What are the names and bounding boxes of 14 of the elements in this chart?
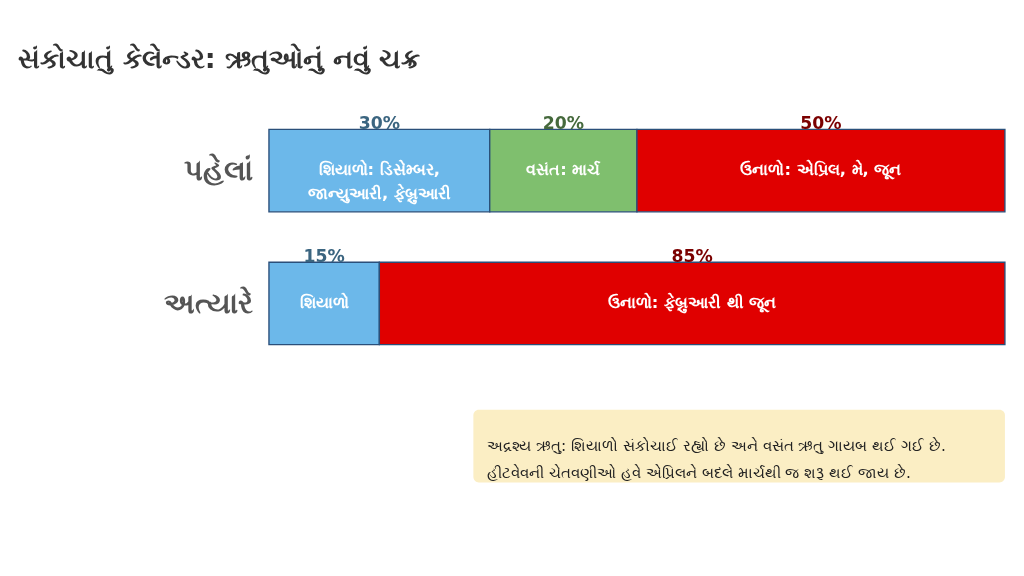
annotation: ઉનાળો: ફેબ્રુઆરી થી જૂન: [607, 292, 777, 315]
annotation: વસંત: માર્ચ: [526, 160, 602, 180]
data-label: 50%: [800, 112, 842, 133]
annotation: શિયાળો: ડિસેમ્બર, જાન્યુઆરી, ફેબ્રુઆરી: [307, 159, 451, 205]
data-label: 85%: [671, 245, 713, 266]
y-tick-label: અત્યારે: [164, 285, 254, 320]
annotation: શિયાળો: [299, 292, 349, 313]
data-label: 30%: [358, 112, 400, 133]
chart-title: સંકોચાતું કેલેન્ડર: ઋતુઓનું નવું ચક્ર: [18, 43, 421, 76]
data-label: 20%: [542, 112, 584, 133]
annotation: ઉનાળો: એપ્રિલ, મે, જૂન: [740, 159, 902, 181]
text: અદ્રશ્ય ઋતુ: શિયાળો સંકોચાઈ રહ્યો છે અને વસંત ઋતુ ગાયબ થઈ ગઈ છે. હીટવેવની ચેતવણીઓ હવે એપ્રિલને બદલે માર્ચથી જ શરૂ થઈ જાય છે.: [487, 436, 947, 482]
data-label: 15%: [303, 245, 345, 266]
y-tick-label: પહેલાં: [184, 152, 254, 187]
